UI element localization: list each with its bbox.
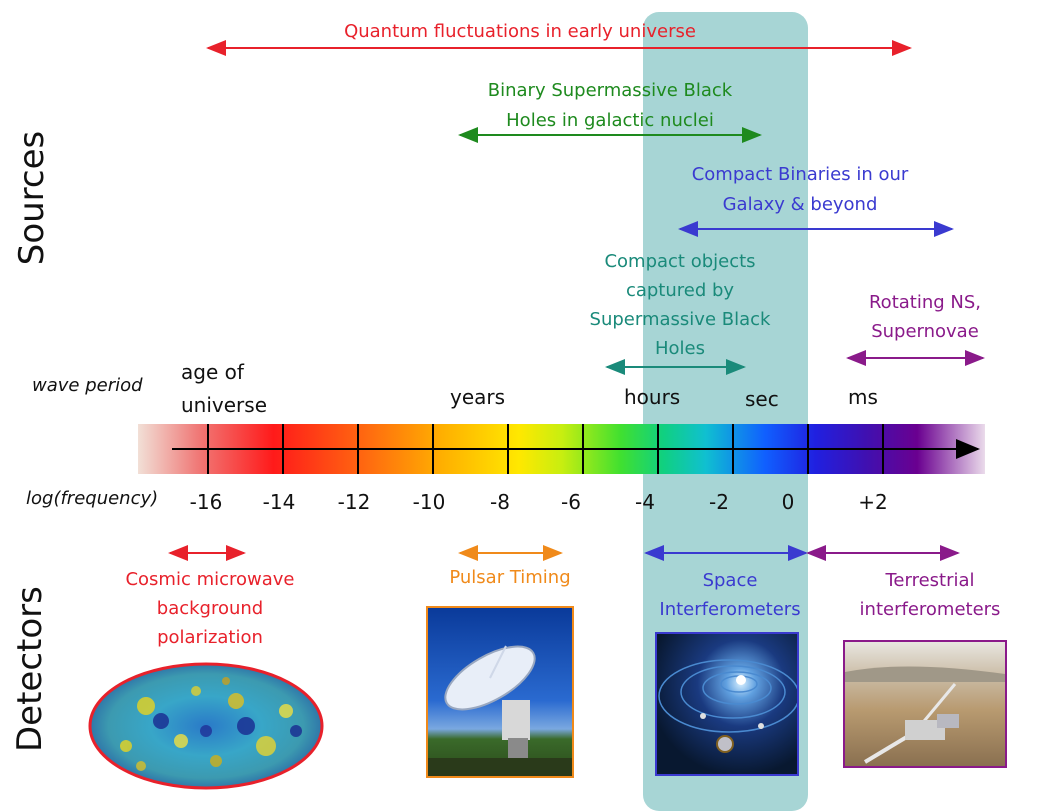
source-label-compact-binaries: Compact Binaries in our Galaxy & beyond [650, 160, 950, 220]
ligo-facility-image [843, 640, 1007, 768]
tick-label: +2 [858, 490, 888, 514]
tick-label: -2 [709, 490, 729, 514]
period-universe: universe [181, 393, 267, 417]
tick-label: 0 [781, 490, 795, 514]
detector-line: Terrestrial [885, 570, 975, 591]
period-years: years [450, 385, 506, 409]
source-line: captured by [625, 280, 735, 301]
wave-period-label: wave period [32, 375, 143, 396]
source-line: Supernovae [871, 321, 979, 342]
source-line: Holes [654, 338, 705, 359]
telescope-drawing [428, 645, 572, 776]
detector-line: Space [702, 570, 758, 591]
spacetime-ripple-image [655, 632, 799, 776]
source-line: Binary Supermassive Black [487, 80, 733, 101]
ripple-drawing [658, 659, 797, 753]
period-hours: hours [624, 385, 681, 409]
tick-label: -10 [412, 490, 446, 514]
source-label-quantum: Quantum fluctuations in early universe [240, 20, 800, 44]
period-ms: ms [848, 385, 878, 409]
source-label-emri: Compact objects captured by Supermassive… [560, 247, 800, 363]
source-line: Rotating NS, [868, 292, 982, 313]
cmb-sky-map-image [88, 662, 324, 790]
source-line: Quantum fluctuations in early universe [344, 21, 696, 42]
source-line: Compact Binaries in our [691, 164, 909, 185]
tick-label: -4 [635, 490, 655, 514]
detector-line: polarization [157, 627, 263, 648]
source-label-ns: Rotating NS, Supernovae [840, 288, 1010, 346]
radio-telescope-image [426, 606, 574, 778]
detector-line: Cosmic microwave [125, 569, 295, 590]
tick-label: -14 [262, 490, 296, 514]
detector-label-pulsar: Pulsar Timing [420, 566, 600, 590]
detector-label-space: Space Interferometers [630, 566, 830, 624]
source-line: Supermassive Black [589, 309, 771, 330]
log-frequency-label: log(frequency) [26, 488, 159, 509]
detector-label-terrestrial: Terrestrial interferometers [830, 566, 1030, 624]
detector-line: Pulsar Timing [449, 567, 571, 588]
tick-label: -8 [490, 490, 510, 514]
detector-line: Interferometers [659, 599, 801, 620]
detector-line: background [156, 598, 264, 619]
detector-line: interferometers [859, 599, 1001, 620]
tick-label: -16 [189, 490, 223, 514]
ligo-drawing [845, 666, 1005, 764]
period-age-of: age of [181, 360, 244, 384]
period-sec: sec [745, 387, 779, 411]
source-line: Holes in galactic nuclei [506, 110, 714, 131]
tick-label: -12 [337, 490, 371, 514]
source-line: Compact objects [604, 251, 756, 272]
detector-label-cmb: Cosmic microwave background polarization [90, 565, 330, 652]
tick-label: -6 [561, 490, 581, 514]
source-line: Galaxy & beyond [722, 194, 878, 215]
source-label-smbh: Binary Supermassive Black Holes in galac… [440, 76, 780, 136]
